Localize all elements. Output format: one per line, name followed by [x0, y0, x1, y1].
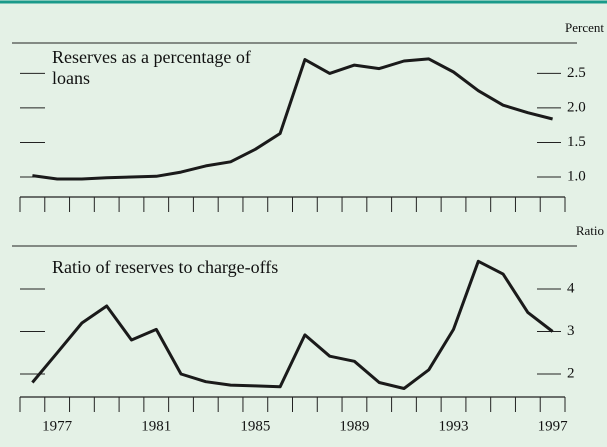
y-tick-label: 2.5 [567, 65, 586, 81]
y-tick-label: 1.5 [567, 134, 586, 150]
x-tick-label: 1997 [538, 418, 569, 434]
y-tick-label: 4 [567, 280, 575, 296]
x-tick-label: 1993 [439, 418, 469, 434]
y-tick-label: 1.0 [567, 168, 586, 184]
data-line [32, 57, 553, 181]
y-axis-label: Percent [565, 20, 604, 35]
x-tick-label: 1989 [339, 418, 369, 434]
y-tick-label: 2.0 [567, 99, 586, 115]
y-tick-label: 2 [567, 365, 575, 381]
x-tick-label: 1985 [240, 418, 270, 434]
data-line [31, 259, 554, 390]
x-tick-label: 1981 [141, 418, 171, 434]
y-tick-label: 3 [567, 323, 575, 339]
panel-title: Ratio of reserves to charge-offs [52, 257, 279, 277]
x-tick-label: 1977 [42, 418, 73, 434]
y-axis-label: Ratio [576, 223, 604, 238]
panel-title: Reserves as a percentage of loans [52, 47, 251, 88]
